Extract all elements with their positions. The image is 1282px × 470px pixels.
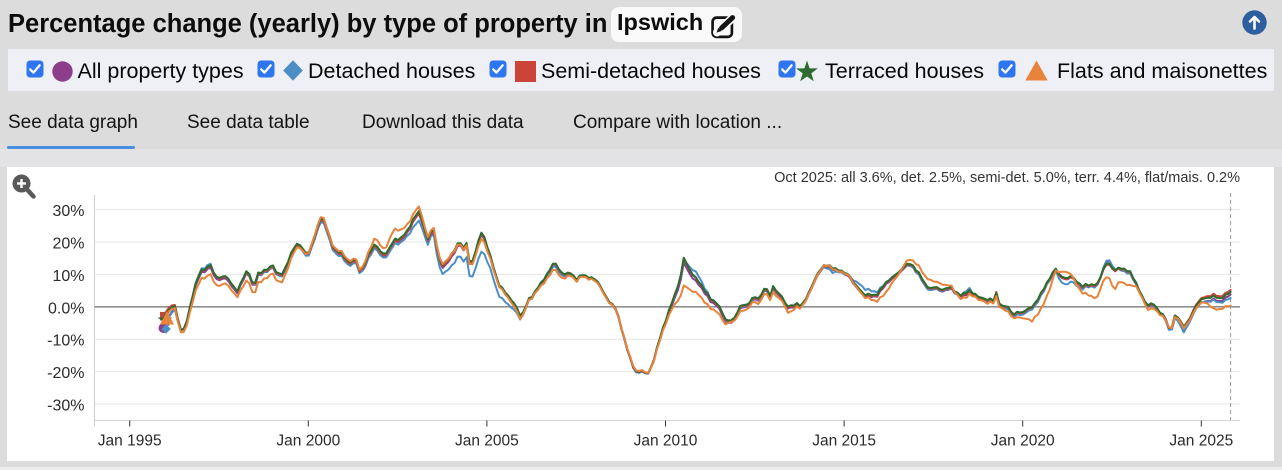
svg-text:10%: 10% bbox=[52, 268, 84, 285]
svg-text:Jan 2015: Jan 2015 bbox=[812, 433, 876, 450]
svg-text:-30%: -30% bbox=[47, 398, 84, 415]
svg-text:Jan 2000: Jan 2000 bbox=[276, 433, 340, 450]
svg-text:Jan 2005: Jan 2005 bbox=[455, 433, 519, 450]
svg-text:Oct 2025: all 3.6%, det. 2.5%,: Oct 2025: all 3.6%, det. 2.5%, semi-det.… bbox=[774, 170, 1240, 186]
svg-text:20%: 20% bbox=[52, 236, 84, 253]
svg-text:Jan 2010: Jan 2010 bbox=[634, 433, 698, 450]
svg-text:-10%: -10% bbox=[47, 333, 84, 350]
svg-text:Jan 2025: Jan 2025 bbox=[1169, 433, 1233, 450]
svg-text:-20%: -20% bbox=[47, 365, 84, 382]
svg-text:0.0%: 0.0% bbox=[48, 300, 84, 317]
svg-text:30%: 30% bbox=[52, 203, 84, 220]
svg-text:Jan 1995: Jan 1995 bbox=[98, 433, 162, 450]
svg-text:Jan 2020: Jan 2020 bbox=[991, 433, 1055, 450]
